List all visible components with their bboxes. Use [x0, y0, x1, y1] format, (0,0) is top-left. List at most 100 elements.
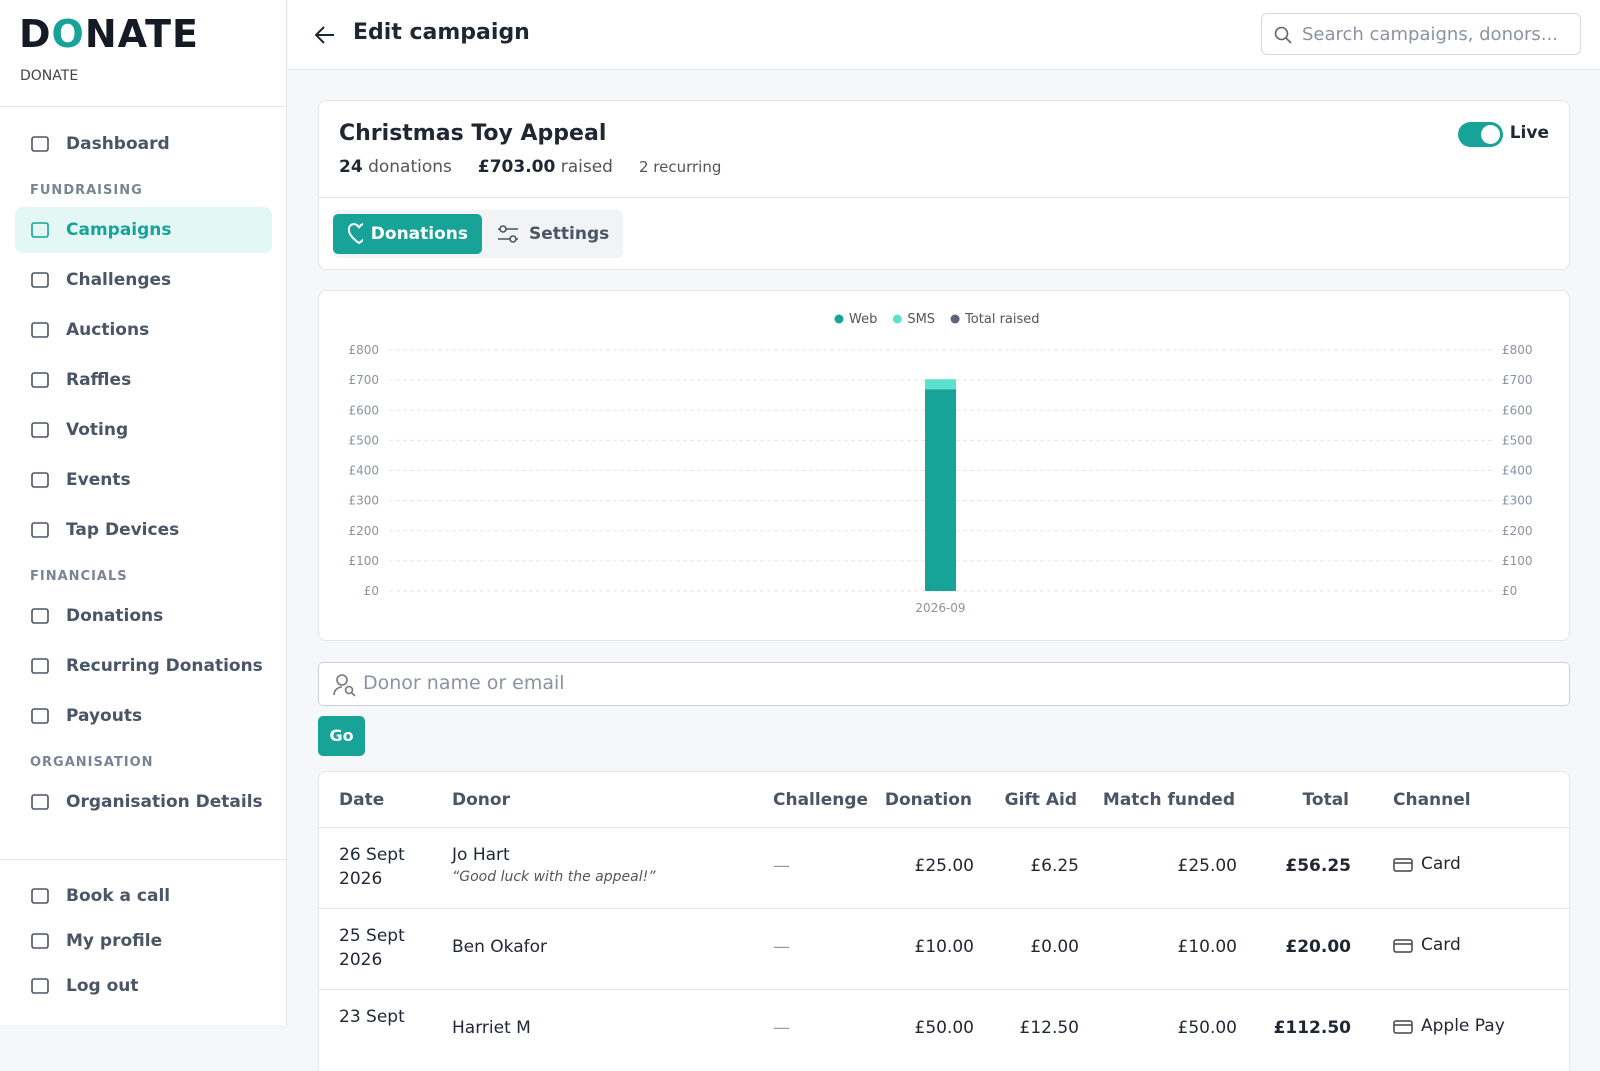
cell: 26 Sept 2026: [339, 843, 419, 891]
live-toggle[interactable]: [1458, 122, 1503, 147]
donor-name: Harriet M: [452, 1018, 531, 1038]
cell: Apple Pay: [1393, 1016, 1505, 1036]
column-header: Gift Aid: [1005, 790, 1077, 810]
donor-name: Jo Hart: [452, 845, 655, 865]
nav-item[interactable]: Dashboard: [15, 119, 272, 169]
cell: —: [773, 1018, 790, 1038]
tab[interactable]: Donations: [333, 214, 482, 254]
nav-label: Voting: [66, 420, 128, 440]
tab[interactable]: Settings: [483, 214, 623, 254]
stat-label: donations: [368, 157, 452, 177]
nav-item[interactable]: Voting: [15, 405, 272, 455]
cell: Card: [1393, 935, 1461, 955]
card-icon: [1393, 1019, 1413, 1035]
card-icon: [1393, 938, 1413, 954]
nav-heading: FUNDRAISING: [15, 169, 272, 205]
page-title: Edit campaign: [353, 20, 530, 45]
filter-placeholder: Donor name or email: [363, 672, 565, 694]
y-tick-label: £100: [348, 554, 379, 568]
campaign-title: Christmas Toy Appeal: [339, 121, 606, 146]
nav-icon: [30, 470, 50, 490]
nav-heading: ORGANISATION: [15, 741, 272, 777]
nav-label: Book a call: [66, 886, 170, 906]
nav-label: Tap Devices: [66, 520, 179, 540]
nav-icon: [30, 220, 50, 240]
nav-item[interactable]: Challenges: [15, 255, 272, 305]
cell: £50.00: [1178, 1018, 1237, 1038]
nav-item[interactable]: My profile: [15, 918, 272, 963]
chart-card: £0£100£200£300£400£500£600£700£800£0£100…: [318, 290, 1570, 641]
nav-heading: FINANCIALS: [15, 555, 272, 591]
cell: Card: [1393, 854, 1461, 874]
nav-label: Challenges: [66, 270, 171, 290]
y2-tick-label: £0: [1502, 584, 1517, 598]
y-tick-label: £400: [348, 464, 379, 478]
column-header: Total: [1303, 790, 1349, 810]
nav-label: Donations: [66, 606, 163, 626]
nav-label: Events: [66, 470, 131, 490]
nav-icon: [30, 606, 50, 626]
cell: £10.00: [915, 937, 974, 957]
nav-item[interactable]: Tap Devices: [15, 505, 272, 555]
column-header: Donation: [885, 790, 972, 810]
nav-label: Auctions: [66, 320, 149, 340]
stat: 24: [339, 157, 363, 177]
cell: £25.00: [915, 856, 974, 876]
legend-swatch: [835, 315, 844, 324]
cell: £25.00: [1178, 856, 1237, 876]
nav-label: Log out: [66, 976, 139, 996]
cell: —: [773, 937, 790, 957]
nav-icon: [30, 420, 50, 440]
nav-icon: [30, 320, 50, 340]
y-tick-label: £300: [348, 494, 379, 508]
column-header: Match funded: [1103, 790, 1235, 810]
chart: £0£100£200£300£400£500£600£700£800£0£100…: [319, 291, 1569, 640]
donor-filter[interactable]: Donor name or email: [318, 662, 1570, 706]
nav-item[interactable]: Campaigns: [15, 207, 272, 253]
search[interactable]: Search campaigns, donors...: [1261, 13, 1581, 55]
nav-item[interactable]: Auctions: [15, 305, 272, 355]
divider: [319, 197, 1569, 198]
bar-segment: [925, 379, 956, 389]
nav-icon: [30, 706, 50, 726]
nav-item[interactable]: Raffles: [15, 355, 272, 405]
cell: £56.25: [1285, 856, 1351, 876]
column-header: Challenge: [773, 790, 868, 810]
cell: £10.00: [1178, 937, 1237, 957]
y2-tick-label: £700: [1502, 373, 1533, 387]
settings-icon: [497, 224, 519, 244]
cell: £6.25: [1030, 856, 1079, 876]
column-header: Channel: [1393, 790, 1471, 810]
nav-icon: [30, 370, 50, 390]
nav-item[interactable]: Payouts: [15, 691, 272, 741]
nav-item[interactable]: Events: [15, 455, 272, 505]
card-icon: [1393, 857, 1413, 873]
back-icon[interactable]: [315, 26, 335, 44]
nav-item[interactable]: Organisation Details: [15, 777, 272, 827]
table-row[interactable]: 26 Sept 2026 Jo Hart“Good luck with the a…: [319, 827, 1570, 908]
nav-item[interactable]: Log out: [15, 963, 272, 1008]
donor-name: Ben Okafor: [452, 937, 547, 957]
nav-item[interactable]: Donations: [15, 591, 272, 641]
logo-subtitle: DONATE: [20, 68, 78, 84]
divider: [0, 106, 287, 107]
cell: 25 Sept 2026: [339, 924, 419, 972]
cell: £112.50: [1274, 1018, 1351, 1038]
y-tick-label: £500: [348, 433, 379, 447]
live-label: Live: [1510, 123, 1549, 143]
cell: Jo Hart“Good luck with the appeal!”: [452, 845, 655, 885]
nav-icon: [30, 134, 50, 154]
column-header: Date: [339, 790, 384, 810]
y-tick-label: £600: [348, 403, 379, 417]
nav-label: Campaigns: [66, 220, 172, 240]
legend-label: Total raised: [964, 312, 1039, 327]
nav-item[interactable]: Book a call: [15, 873, 272, 918]
nav-item[interactable]: Recurring Donations: [15, 641, 272, 691]
bar-segment: [925, 389, 956, 591]
go-button[interactable]: Go: [318, 716, 365, 756]
